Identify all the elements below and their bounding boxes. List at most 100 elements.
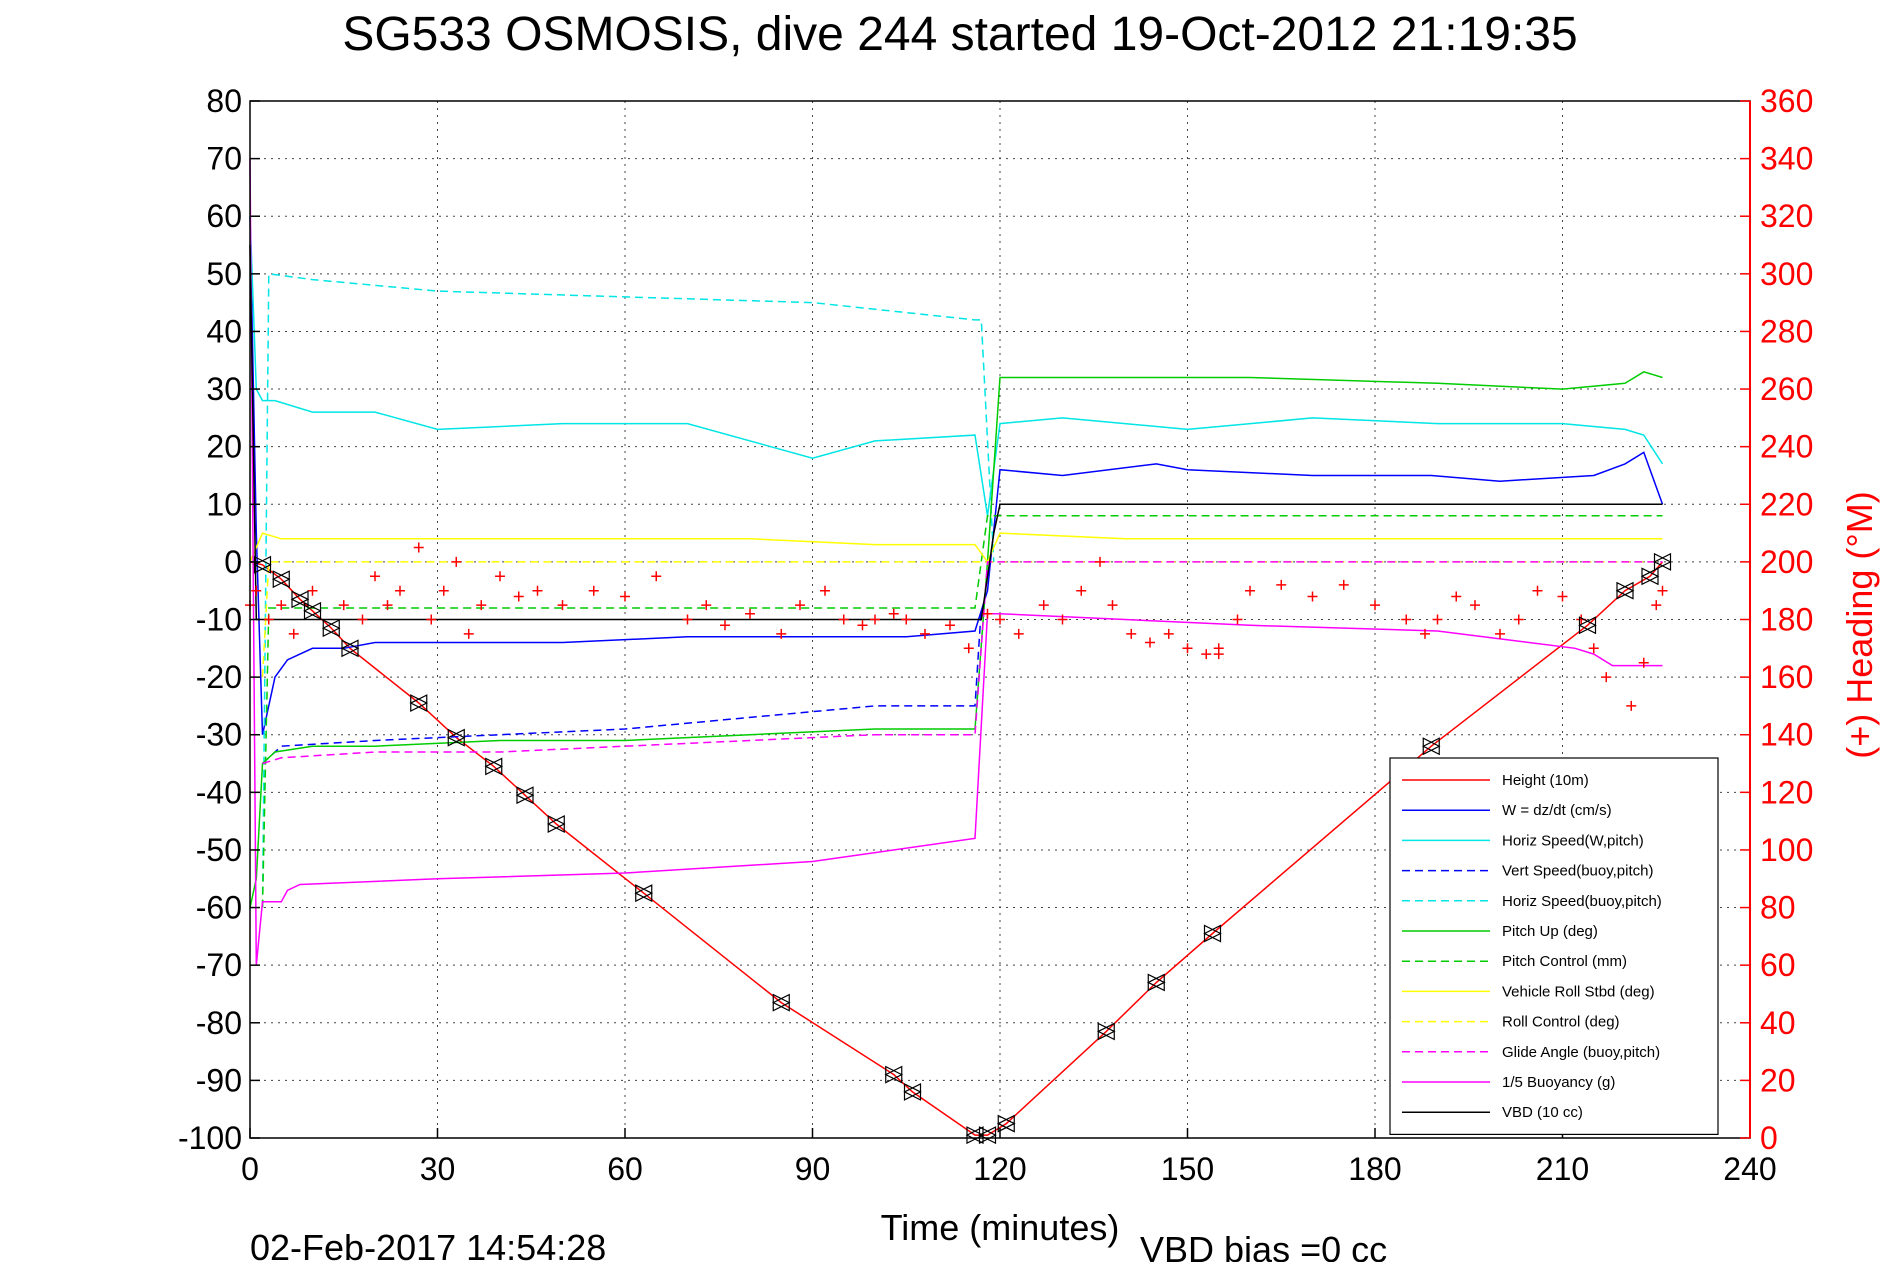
- heading-point: [1513, 614, 1524, 625]
- heading-point: [1038, 600, 1049, 611]
- heading-point: [476, 600, 487, 611]
- y-right-tick-label: 140: [1760, 717, 1813, 753]
- heading-point: [1276, 579, 1287, 590]
- height-marker: [1640, 567, 1660, 586]
- height-marker: [271, 570, 291, 589]
- heading-point: [1307, 591, 1318, 602]
- series-line: [262, 561, 1663, 765]
- height-marker: [1578, 616, 1597, 635]
- height-marker: [253, 555, 272, 574]
- heading-point: [745, 608, 755, 619]
- legend-label: W = dz/dt (cm/s): [1502, 802, 1612, 819]
- y-right-tick-label: 20: [1760, 1062, 1796, 1098]
- height-marker: [321, 619, 341, 638]
- heading-point: [1657, 585, 1668, 596]
- y-right-tick-label: 180: [1760, 602, 1813, 638]
- y-right-tick-label: 220: [1760, 486, 1813, 522]
- heading-point: [1370, 600, 1380, 611]
- y-tick-label: 60: [206, 198, 242, 234]
- heading-point: [995, 614, 1005, 625]
- series-line: [249, 561, 1664, 1136]
- y-right-tick-label: 280: [1760, 313, 1813, 349]
- y-tick-label: 0: [224, 544, 242, 580]
- y-right-tick-label: 320: [1760, 198, 1813, 234]
- series-line: [249, 216, 1664, 516]
- heading-point: [1095, 556, 1105, 567]
- heading-point: [1638, 657, 1649, 668]
- legend-box: [1389, 757, 1719, 1135]
- series-line: [249, 370, 1663, 908]
- heading-point: [395, 585, 405, 596]
- y-right-tick-label: 200: [1760, 544, 1813, 580]
- legend-label: Vert Speed(buoy,pitch): [1502, 863, 1653, 880]
- heading-point: [888, 608, 899, 619]
- heading-point: [701, 600, 712, 611]
- y-tick-label: 30: [206, 371, 242, 407]
- heading-point: [1126, 628, 1137, 639]
- y-right-tick-label: 260: [1760, 371, 1813, 407]
- y-tick-label: -90: [196, 1062, 242, 1098]
- x-tick-label: 60: [607, 1151, 643, 1187]
- footer-timestamp: 02-Feb-2017 14:54:28: [250, 1227, 606, 1262]
- legend: Height (10m) W = dz/dt (cm/s) Horiz Speed(…: [1389, 757, 1719, 1135]
- x-tick-label: 210: [1536, 1151, 1589, 1187]
- y-tick-label: -60: [196, 890, 242, 926]
- height-marker: [484, 757, 504, 776]
- y-tick-label: 70: [206, 141, 242, 177]
- series-line: [249, 244, 1663, 621]
- y-tick-label: -10: [196, 602, 242, 638]
- heading-point: [1451, 591, 1462, 602]
- height-marker: [884, 1065, 904, 1084]
- heading-point: [426, 614, 437, 625]
- legend-label: Height (10m): [1502, 772, 1589, 789]
- heading-point: [901, 614, 912, 625]
- height-marker: [978, 1126, 997, 1145]
- heading-point: [1232, 614, 1243, 625]
- height-marker: [1203, 924, 1222, 943]
- series-line: [261, 561, 1663, 678]
- y-tick-label: 20: [206, 429, 242, 465]
- y-tick-label: -20: [196, 659, 242, 695]
- heading-point: [1338, 579, 1349, 590]
- legend-label: Pitch Up (deg): [1502, 923, 1598, 940]
- y-right-tick-label: 240: [1760, 429, 1813, 465]
- heading-point: [1163, 628, 1174, 639]
- heading-point: [1495, 628, 1505, 639]
- y-tick-label: 80: [206, 83, 242, 119]
- height-marker: [1096, 1022, 1116, 1041]
- legend-label: Horiz Speed(buoy,pitch): [1502, 893, 1662, 910]
- heading-point: [357, 614, 368, 625]
- heading-point: [1588, 643, 1599, 654]
- heading-point: [463, 628, 474, 639]
- plot-lines: [245, 158, 1672, 1145]
- heading-point: [1182, 643, 1193, 654]
- y-tick-label: -50: [196, 832, 242, 868]
- y-tick-label: 50: [206, 256, 242, 292]
- heading-point: [1470, 600, 1480, 611]
- x-tick-label: 0: [241, 1151, 259, 1187]
- heading-point: [451, 556, 462, 567]
- y-right-tick-label: 60: [1760, 947, 1796, 983]
- x-tick-label: 240: [1723, 1151, 1776, 1187]
- heading-point: [370, 571, 380, 582]
- y-tick-label: -30: [196, 717, 242, 753]
- heading-point: [1145, 637, 1155, 648]
- heading-point: [945, 620, 955, 631]
- heading-point: [1107, 600, 1118, 611]
- legend-label: Glide Angle (buoy,pitch): [1502, 1044, 1660, 1061]
- heading-point: [276, 600, 287, 611]
- legend-label: Roll Control (deg): [1502, 1014, 1620, 1031]
- heading-point: [1432, 614, 1443, 625]
- y-axis-label-right: (+) Heading (°M): [1839, 491, 1880, 758]
- height-marker: [634, 884, 654, 903]
- heading-point: [795, 600, 805, 611]
- y-tick-label: -70: [196, 947, 242, 983]
- heading-point: [1076, 585, 1087, 596]
- heading-point: [1651, 600, 1662, 611]
- heading-point: [651, 571, 662, 582]
- heading-point: [263, 614, 274, 625]
- heading-point: [532, 585, 543, 596]
- y-right-tick-label: 340: [1760, 141, 1813, 177]
- heading-point: [413, 542, 424, 553]
- height-marker: [409, 694, 429, 713]
